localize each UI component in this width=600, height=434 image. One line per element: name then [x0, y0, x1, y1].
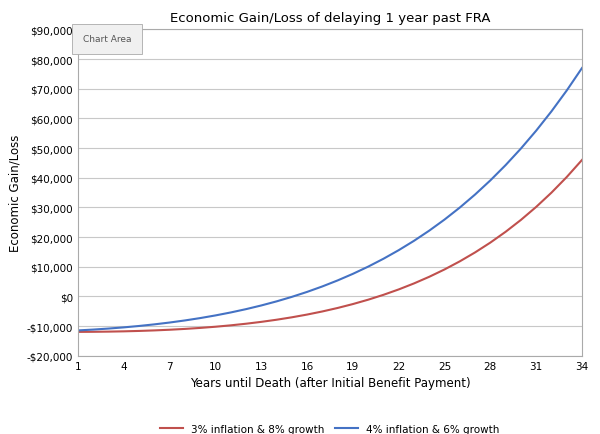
3% inflation & 8% growth	[380, 293, 387, 298]
4% inflation & 6% growth	[227, 310, 235, 316]
4% inflation & 6% growth	[334, 278, 341, 283]
3% inflation & 8% growth	[472, 250, 479, 256]
4% inflation & 6% growth	[410, 239, 418, 244]
3% inflation & 8% growth	[441, 267, 448, 273]
3% inflation & 8% growth	[487, 240, 494, 246]
3% inflation & 8% growth	[395, 287, 403, 293]
4% inflation & 6% growth	[151, 322, 158, 327]
3% inflation & 8% growth	[197, 326, 204, 331]
4% inflation & 6% growth	[563, 89, 571, 94]
4% inflation & 6% growth	[548, 109, 555, 115]
3% inflation & 8% growth	[166, 327, 173, 332]
Text: Chart Area: Chart Area	[83, 35, 131, 44]
3% inflation & 8% growth	[304, 312, 311, 317]
4% inflation & 6% growth	[181, 318, 188, 323]
3% inflation & 8% growth	[410, 281, 418, 286]
3% inflation & 8% growth	[257, 319, 265, 325]
4% inflation & 6% growth	[288, 295, 295, 300]
3% inflation & 8% growth	[227, 323, 235, 328]
3% inflation & 8% growth	[212, 324, 219, 329]
4% inflation & 6% growth	[89, 327, 97, 332]
3% inflation & 8% growth	[120, 329, 127, 334]
3% inflation & 8% growth	[136, 329, 143, 334]
3% inflation & 8% growth	[578, 158, 586, 163]
4% inflation & 6% growth	[304, 289, 311, 295]
Title: Economic Gain/Loss of delaying 1 year past FRA: Economic Gain/Loss of delaying 1 year pa…	[170, 12, 490, 25]
4% inflation & 6% growth	[197, 316, 204, 321]
4% inflation & 6% growth	[212, 313, 219, 318]
4% inflation & 6% growth	[395, 248, 403, 253]
4% inflation & 6% growth	[166, 320, 173, 326]
3% inflation & 8% growth	[548, 191, 555, 196]
4% inflation & 6% growth	[273, 299, 280, 304]
4% inflation & 6% growth	[257, 303, 265, 309]
Legend: 3% inflation & 8% growth, 4% inflation & 6% growth: 3% inflation & 8% growth, 4% inflation &…	[156, 420, 504, 434]
3% inflation & 8% growth	[365, 297, 372, 302]
3% inflation & 8% growth	[319, 309, 326, 314]
3% inflation & 8% growth	[425, 275, 433, 280]
4% inflation & 6% growth	[365, 264, 372, 270]
4% inflation & 6% growth	[74, 328, 82, 333]
X-axis label: Years until Death (after Initial Benefit Payment): Years until Death (after Initial Benefit…	[190, 376, 470, 389]
4% inflation & 6% growth	[441, 217, 448, 223]
3% inflation & 8% growth	[502, 230, 509, 235]
4% inflation & 6% growth	[425, 228, 433, 233]
3% inflation & 8% growth	[89, 329, 97, 335]
3% inflation & 8% growth	[74, 329, 82, 335]
4% inflation & 6% growth	[120, 325, 127, 330]
4% inflation & 6% growth	[319, 284, 326, 289]
3% inflation & 8% growth	[517, 218, 524, 223]
3% inflation & 8% growth	[105, 329, 112, 335]
4% inflation & 6% growth	[456, 205, 463, 210]
4% inflation & 6% growth	[105, 326, 112, 332]
3% inflation & 8% growth	[181, 326, 188, 332]
3% inflation & 8% growth	[349, 302, 356, 307]
4% inflation & 6% growth	[517, 147, 524, 152]
4% inflation & 6% growth	[578, 66, 586, 72]
3% inflation & 8% growth	[533, 205, 540, 210]
4% inflation & 6% growth	[349, 272, 356, 277]
3% inflation & 8% growth	[151, 328, 158, 333]
3% inflation & 8% growth	[334, 306, 341, 311]
4% inflation & 6% growth	[380, 256, 387, 262]
3% inflation & 8% growth	[273, 317, 280, 322]
3% inflation & 8% growth	[563, 175, 571, 180]
4% inflation & 6% growth	[472, 192, 479, 197]
3% inflation & 8% growth	[288, 315, 295, 320]
4% inflation & 6% growth	[487, 178, 494, 184]
4% inflation & 6% growth	[242, 307, 250, 312]
Y-axis label: Economic Gain/Loss: Economic Gain/Loss	[8, 135, 21, 252]
4% inflation & 6% growth	[502, 163, 509, 168]
4% inflation & 6% growth	[136, 324, 143, 329]
3% inflation & 8% growth	[242, 322, 250, 327]
Line: 3% inflation & 8% growth: 3% inflation & 8% growth	[78, 161, 582, 332]
Line: 4% inflation & 6% growth: 4% inflation & 6% growth	[78, 69, 582, 331]
4% inflation & 6% growth	[533, 129, 540, 134]
3% inflation & 8% growth	[456, 259, 463, 264]
